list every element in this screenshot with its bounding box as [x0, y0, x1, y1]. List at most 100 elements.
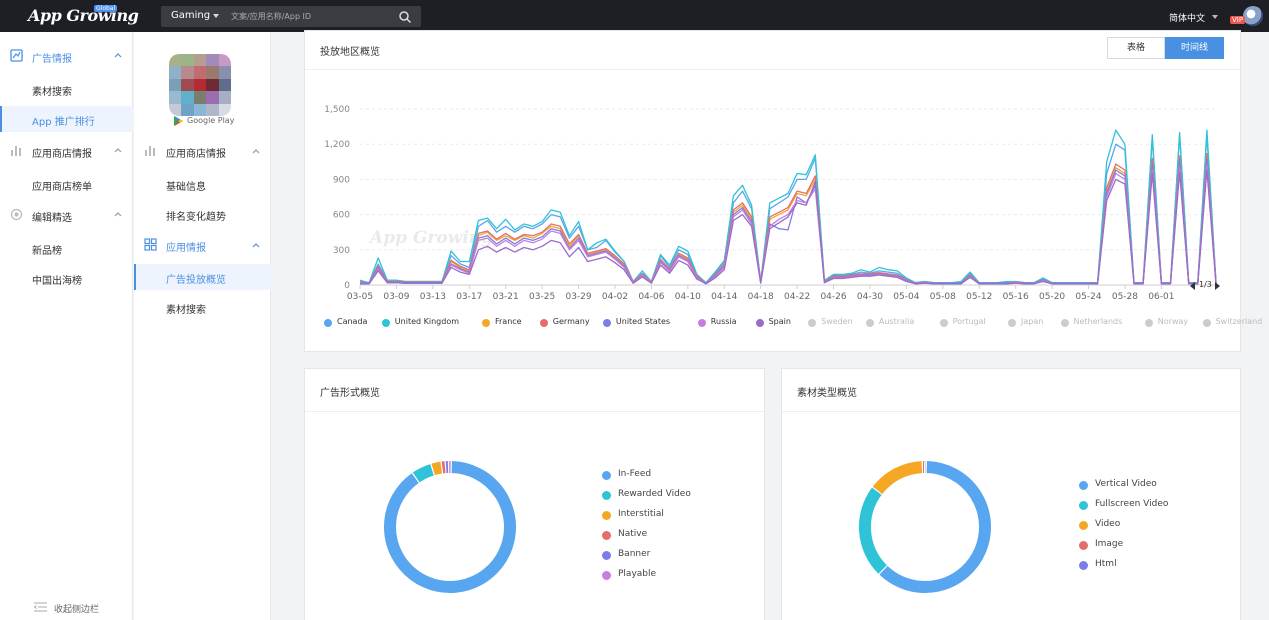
legend-label: Australia — [878, 317, 915, 326]
legend-dot — [1060, 319, 1069, 327]
toggle-table-button[interactable]: 表格 — [1107, 37, 1165, 59]
x-tick-label: 04-30 — [857, 292, 883, 302]
subnav-item-rank-trend[interactable]: 排名变化趋势 — [134, 201, 271, 227]
chevron-down-icon[interactable] — [213, 14, 219, 18]
chevron-up-icon[interactable] — [114, 210, 122, 218]
legend-dot — [381, 319, 390, 327]
legend-dot — [1079, 521, 1088, 530]
divider — [305, 411, 764, 412]
sidebar-item-label: App 推广排行 — [32, 117, 95, 128]
sidebar-item-store-charts[interactable]: 应用商店榜单 — [0, 171, 133, 197]
search-icon[interactable] — [398, 10, 412, 24]
collapse-sidebar-button[interactable]: 收起侧边栏 — [34, 600, 124, 616]
subnav-item-basic-info[interactable]: 基础信息 — [134, 171, 271, 197]
material-type-donut-chart: App Growing — [858, 460, 991, 593]
subnav-group-app-intel[interactable]: 应用情报 — [134, 232, 271, 258]
legend-dot — [697, 319, 706, 327]
legend-dot — [1202, 319, 1211, 327]
x-tick-label: 05-12 — [966, 292, 992, 302]
legend-dot — [1079, 501, 1088, 510]
sidebar-group-label: 应用商店情报 — [32, 149, 92, 160]
legend-dot — [865, 319, 874, 327]
gear-icon — [10, 208, 23, 221]
legend-label: Norway — [1157, 317, 1189, 326]
legend-dot — [602, 551, 611, 560]
legend-label: United Kingdom — [394, 317, 460, 326]
x-tick-label: 04-06 — [638, 292, 664, 302]
x-tick-label: 03-17 — [456, 292, 482, 302]
language-select[interactable]: 简体中文 — [1169, 14, 1206, 24]
series-line-russia — [359, 164, 1217, 285]
collapse-menu-icon — [34, 602, 47, 612]
google-play-icon — [174, 116, 183, 126]
user-avatar[interactable] — [1243, 6, 1263, 26]
y-tick-label: 600 — [333, 211, 350, 221]
sidebar-group-ad-intel[interactable]: 广告情报 — [0, 42, 133, 70]
chart-box-icon — [10, 49, 23, 62]
search-category-select[interactable]: Gaming — [171, 10, 211, 21]
legend-label: Playable — [618, 569, 657, 579]
legend-dot — [602, 531, 611, 540]
legend-dot — [1144, 319, 1153, 327]
grid-icon — [144, 238, 157, 251]
legend-dot — [808, 319, 817, 327]
x-tick-label: 03-05 — [347, 292, 373, 302]
legend-label: Rewarded Video — [618, 489, 691, 499]
subnav-item-ad-overview[interactable]: 广告投放概览 — [134, 264, 271, 290]
legend-label: Switzerland — [1215, 317, 1263, 326]
x-tick-label: 04-10 — [675, 292, 701, 302]
legend-label: In-Feed — [618, 469, 652, 479]
toggle-timeline-button[interactable]: 时间线 — [1165, 37, 1224, 59]
sidebar-group-editor-picks[interactable]: 编辑精选 — [0, 201, 133, 229]
chevron-up-icon[interactable] — [114, 51, 122, 59]
sidebar-group-store-intel[interactable]: 应用商店情报 — [0, 137, 133, 165]
legend-dot — [1079, 481, 1088, 490]
chevron-down-icon[interactable] — [1212, 15, 1218, 19]
x-tick-label: 04-18 — [748, 292, 774, 302]
subnav-item-label: 基础信息 — [166, 182, 206, 193]
subnav-group-store-intel[interactable]: 应用商店情报 — [134, 138, 271, 164]
subnav-item-material-search[interactable]: 素材搜索 — [134, 294, 271, 320]
material-type-card: 素材类型概览 App Growing Vertical Video Fullscr… — [781, 368, 1241, 620]
card-title: 素材类型概览 — [797, 388, 857, 399]
legend-label: Netherlands — [1073, 317, 1123, 326]
legend-label: Germany — [552, 317, 590, 326]
x-tick-label: 05-28 — [1112, 292, 1138, 302]
app-logo[interactable]: App Growing — [28, 6, 139, 25]
x-tick-label: 05-16 — [1003, 292, 1029, 302]
sidebar-item-app-ranking[interactable]: App 推广排行 — [0, 106, 133, 132]
x-tick-label: 03-21 — [493, 292, 519, 302]
legend-label: United States — [615, 317, 671, 326]
pager-next-icon[interactable] — [1215, 282, 1220, 290]
y-tick-label: 1,500 — [324, 105, 350, 115]
legend-label: Russia — [710, 317, 737, 326]
x-tick-label: 04-14 — [711, 292, 737, 302]
slice-rewarded-video — [412, 464, 434, 483]
legend-dot — [1079, 561, 1088, 570]
legend-dot — [602, 319, 611, 327]
sidebar-item-china-overseas[interactable]: 中国出海榜 — [0, 265, 133, 291]
search-input[interactable] — [231, 9, 391, 24]
x-tick-label: 05-20 — [1039, 292, 1065, 302]
logo-badge: Global — [94, 5, 118, 12]
pager-prev-icon[interactable] — [1190, 282, 1195, 290]
sidebar-item-new-apps[interactable]: 新品榜 — [0, 235, 133, 261]
chevron-up-icon[interactable] — [252, 241, 260, 249]
legend-label: Interstitial — [618, 509, 664, 519]
sidebar-group-label: 编辑精选 — [32, 213, 72, 224]
chevron-up-icon[interactable] — [114, 146, 122, 154]
x-tick-label: 03-29 — [565, 292, 591, 302]
chevron-up-icon[interactable] — [252, 147, 260, 155]
x-tick-label: 05-08 — [930, 292, 956, 302]
legend-label: Sweden — [821, 317, 853, 326]
legend-label: Spain — [768, 317, 791, 326]
sidebar-group-label: 广告情报 — [32, 54, 72, 65]
legend-dot — [482, 319, 490, 327]
top-bar: App Growing Global Gaming 简体中文 VIP — [0, 0, 1269, 32]
legend-label: Canada — [337, 317, 368, 326]
app-icon — [169, 54, 231, 116]
sidebar-item-material-search[interactable]: 素材搜索 — [0, 76, 133, 102]
subnav-group-label: 应用商店情报 — [166, 149, 226, 160]
slice-interstitial — [431, 461, 443, 476]
search-box: Gaming — [161, 6, 421, 27]
